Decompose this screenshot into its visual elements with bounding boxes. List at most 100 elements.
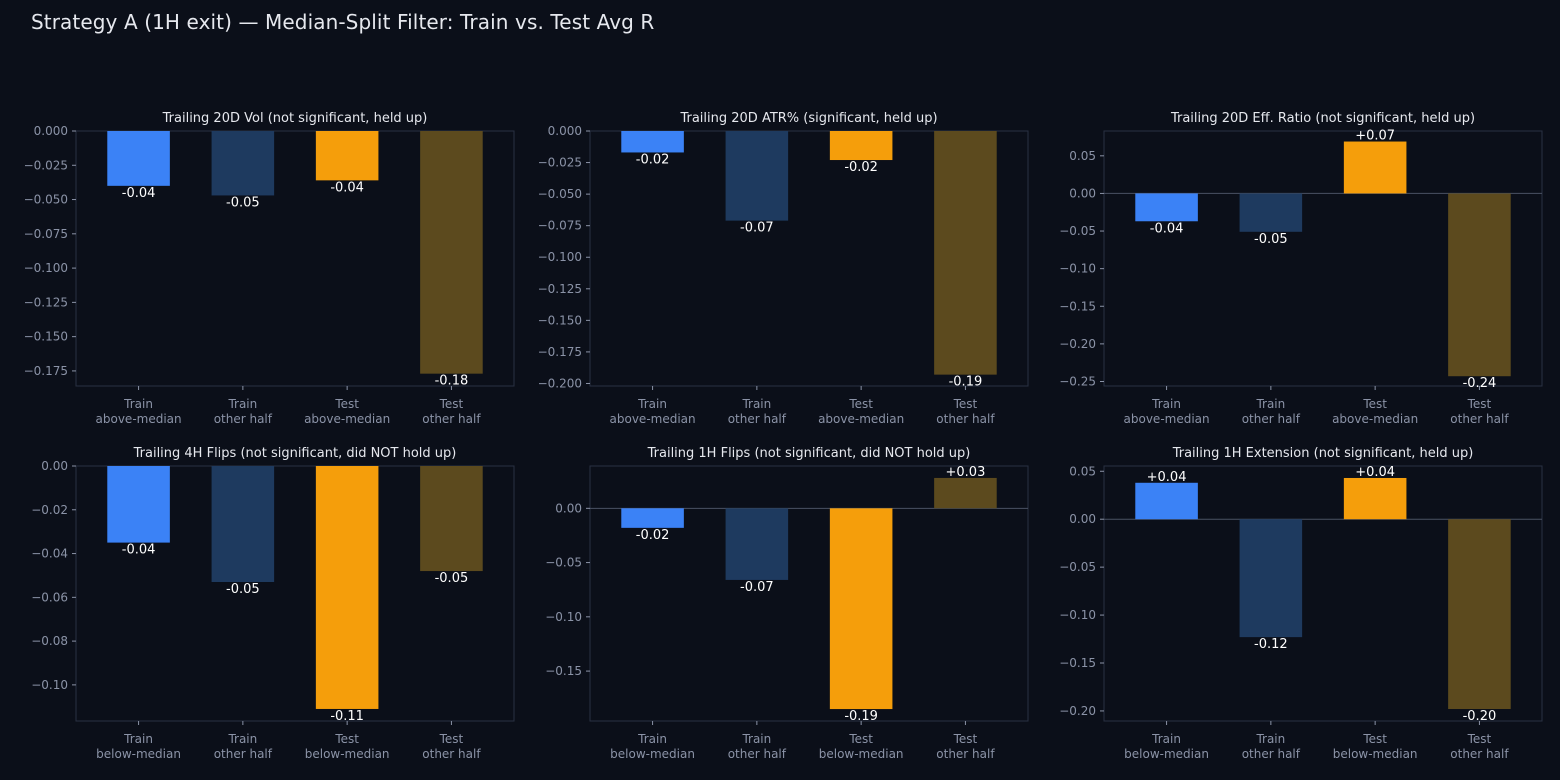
- y-tick-label: −0.175: [538, 345, 582, 359]
- x-tick-label: Test other half: [936, 397, 995, 426]
- y-tick-label: −0.175: [24, 364, 68, 378]
- bar: [621, 508, 684, 528]
- x-tick-label: Test above-median: [818, 397, 904, 426]
- y-tick-label: 0.05: [1069, 149, 1096, 163]
- x-tick-label: Train below-median: [1124, 732, 1209, 761]
- y-tick-label: 0.00: [1069, 186, 1096, 200]
- value-label: -0.05: [226, 582, 260, 597]
- y-tick-label: −0.200: [538, 376, 582, 390]
- x-tick-label: Train other half: [728, 397, 787, 426]
- value-label: -0.19: [844, 709, 878, 724]
- x-tick-label: Train other half: [214, 397, 273, 426]
- x-tick-label: Test other half: [1450, 397, 1509, 426]
- bar: [934, 131, 997, 375]
- value-label: -0.07: [740, 580, 774, 595]
- bar: [1448, 519, 1511, 710]
- x-tick-label: Train other half: [728, 732, 787, 761]
- value-label: +0.03: [946, 465, 986, 480]
- value-label: -0.02: [844, 160, 878, 175]
- y-tick-label: −0.15: [1059, 656, 1096, 670]
- bar: [725, 131, 789, 221]
- bar: [1343, 477, 1407, 520]
- bar: [211, 131, 275, 196]
- value-label: -0.11: [330, 709, 364, 724]
- axes-frame: [589, 465, 1029, 722]
- chart-title: Trailing 20D Eff. Ratio (not significant…: [1170, 111, 1475, 126]
- value-label: +0.07: [1355, 129, 1395, 144]
- y-tick-label: −0.150: [538, 313, 582, 327]
- bar: [1135, 193, 1198, 222]
- value-label: +0.04: [1147, 470, 1187, 485]
- x-tick-label: Train other half: [1242, 397, 1301, 426]
- bar: [1343, 141, 1407, 194]
- y-tick-label: −0.075: [24, 227, 68, 241]
- x-tick-label: Test other half: [936, 732, 995, 761]
- y-tick-label: −0.15: [1059, 299, 1096, 313]
- x-tick-label: Train above-median: [96, 397, 182, 426]
- y-tick-label: −0.04: [31, 547, 68, 561]
- bar: [829, 508, 893, 710]
- chart-title: Trailing 20D Vol (not significant, held …: [162, 111, 428, 126]
- y-tick-label: −0.06: [31, 590, 68, 604]
- y-tick-label: −0.075: [538, 219, 582, 233]
- y-tick-label: 0.000: [34, 124, 68, 138]
- bar: [107, 131, 170, 186]
- bar: [315, 466, 379, 709]
- value-label: -0.07: [740, 221, 774, 236]
- y-tick-label: −0.050: [24, 193, 68, 207]
- chart-title: Trailing 4H Flips (not significant, did …: [133, 446, 457, 461]
- y-tick-label: −0.10: [1059, 608, 1096, 622]
- value-label: -0.04: [122, 186, 156, 201]
- bar: [1135, 482, 1198, 520]
- value-label: -0.12: [1254, 637, 1288, 652]
- bar: [725, 508, 789, 580]
- y-tick-label: −0.025: [24, 158, 68, 172]
- x-tick-label: Test above-median: [1332, 397, 1418, 426]
- y-tick-label: −0.20: [1059, 337, 1096, 351]
- x-tick-label: Test below-median: [819, 732, 904, 761]
- chart-panel-4: Trailing 4H Flips (not significant, did …: [31, 446, 515, 761]
- value-label: +0.04: [1355, 465, 1395, 480]
- bar: [420, 466, 483, 572]
- x-tick-label: Train other half: [1242, 732, 1301, 761]
- value-label: -0.24: [1463, 376, 1497, 391]
- chart-panel-1: Trailing 20D Vol (not significant, held …: [24, 111, 515, 426]
- axes-frame: [75, 465, 515, 722]
- value-label: -0.04: [122, 543, 156, 558]
- bar: [829, 131, 893, 161]
- bar: [315, 131, 379, 181]
- x-tick-label: Train above-median: [610, 397, 696, 426]
- chart-title: Trailing 1H Flips (not significant, did …: [647, 446, 971, 461]
- value-label: -0.05: [226, 195, 260, 210]
- axes-frame: [75, 130, 515, 387]
- value-label: -0.02: [636, 528, 670, 543]
- x-tick-label: Test above-median: [304, 397, 390, 426]
- value-label: -0.04: [1150, 221, 1184, 236]
- chart-panel-6: Trailing 1H Extension (not significant, …: [1059, 446, 1543, 761]
- y-tick-label: −0.100: [24, 261, 68, 275]
- chart-panel-2: Trailing 20D ATR% (significant, held up)…: [538, 111, 1029, 426]
- value-label: -0.19: [949, 375, 983, 390]
- value-label: -0.04: [330, 180, 364, 195]
- bar: [1239, 519, 1303, 638]
- y-tick-label: −0.05: [545, 556, 582, 570]
- y-tick-label: −0.08: [31, 634, 68, 648]
- x-tick-label: Train above-median: [1124, 397, 1210, 426]
- y-tick-label: −0.10: [31, 678, 68, 692]
- y-tick-label: −0.05: [1059, 560, 1096, 574]
- y-tick-label: −0.10: [545, 610, 582, 624]
- value-label: -0.05: [1254, 232, 1288, 247]
- y-tick-label: −0.025: [538, 156, 582, 170]
- x-tick-label: Train below-median: [610, 732, 695, 761]
- bar: [420, 131, 483, 374]
- x-tick-label: Test other half: [422, 397, 481, 426]
- x-tick-label: Test other half: [422, 732, 481, 761]
- chart-panel-3: Trailing 20D Eff. Ratio (not significant…: [1059, 111, 1543, 426]
- y-tick-label: −0.050: [538, 187, 582, 201]
- y-tick-label: −0.125: [538, 282, 582, 296]
- axes-frame: [1103, 465, 1543, 722]
- bar: [1448, 193, 1511, 377]
- value-label: -0.05: [435, 571, 469, 586]
